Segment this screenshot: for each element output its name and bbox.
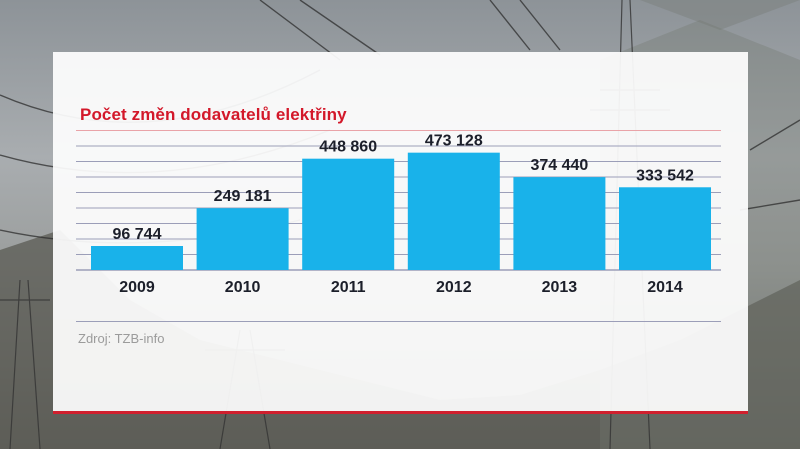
value-label-2010: 249 181 (214, 188, 272, 205)
category-label-2011: 2011 (331, 279, 366, 296)
value-label-2014: 333 542 (636, 167, 694, 184)
chart-panel: Počet změn dodavatelů elektřiny 96 744 24… (53, 52, 748, 414)
source-divider (76, 321, 721, 322)
category-label-2014: 2014 (647, 279, 683, 296)
bar-2014 (619, 187, 711, 270)
chart-title: Počet změn dodavatelů elektřiny (80, 105, 347, 124)
bar-2011 (302, 158, 395, 270)
category-label-2013: 2013 (542, 279, 578, 296)
value-label-2009: 96 744 (113, 226, 162, 243)
category-label-2009: 2009 (119, 279, 155, 296)
value-label-2011: 448 860 (319, 139, 377, 156)
value-label-2013: 374 440 (530, 157, 588, 174)
category-label-2010: 2010 (225, 279, 261, 296)
bar-2010 (196, 208, 289, 270)
bar-2012 (407, 152, 500, 270)
value-label-2012: 473 128 (425, 133, 483, 150)
category-label-2012: 2012 (436, 279, 472, 296)
bar-chart: 96 744 249 181 448 860 473 128 374 440 333 54… (76, 133, 721, 296)
source-note: Zdroj: TZB-info (78, 331, 165, 346)
title-divider (76, 130, 721, 131)
bar-2013 (513, 177, 606, 270)
bar-2009 (91, 246, 183, 270)
